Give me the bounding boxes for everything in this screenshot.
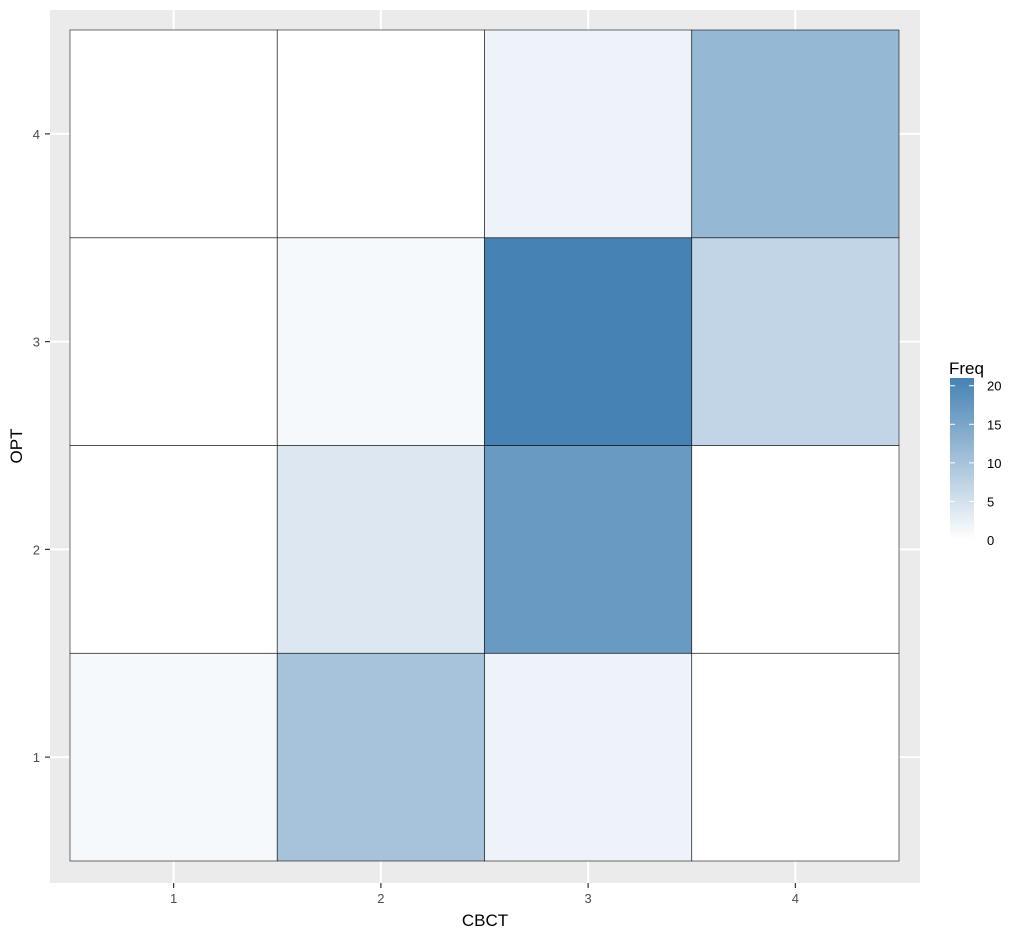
x-tick-label: 4 xyxy=(792,891,799,906)
heatmap-cell xyxy=(484,445,693,654)
legend-tick-label: 20 xyxy=(987,379,1001,394)
x-tick-label: 1 xyxy=(170,891,177,906)
y-tick-label: 4 xyxy=(33,127,40,142)
legend: Freq 0 5 10 15 20 xyxy=(949,359,1001,548)
x-axis-title: CBCT xyxy=(462,911,508,930)
heatmap-cell xyxy=(276,445,485,654)
legend-tick-label: 5 xyxy=(987,494,994,509)
heatmap-cells xyxy=(69,29,900,862)
legend-tick-label: 10 xyxy=(987,456,1001,471)
heatmap-cell xyxy=(276,652,485,862)
legend-tick-label: 15 xyxy=(987,417,1001,432)
y-axis-title: OPT xyxy=(7,429,26,464)
legend-labels: 0 5 10 15 20 xyxy=(987,379,1001,548)
y-tick-label: 1 xyxy=(33,750,40,765)
x-axis-tick-labels: 1 2 3 4 xyxy=(170,891,799,906)
y-tick-label: 3 xyxy=(33,335,40,350)
heatmap-cell xyxy=(691,237,900,446)
legend-colorbar xyxy=(950,378,974,540)
heatmap-cell xyxy=(69,445,278,654)
x-tick-label: 3 xyxy=(585,891,592,906)
legend-ticks xyxy=(950,385,974,541)
heatmap-cell xyxy=(691,445,900,654)
heatmap-cell xyxy=(691,652,900,862)
y-axis-tick-labels: 1 2 3 4 xyxy=(33,127,40,765)
y-tick-label: 2 xyxy=(33,542,40,557)
heatmap-cell xyxy=(276,29,485,239)
x-axis-ticks xyxy=(173,883,796,888)
heatmap-cell xyxy=(69,29,278,239)
heatmap-cell xyxy=(69,237,278,446)
heatmap-cell xyxy=(691,29,900,239)
legend-tick-label: 0 xyxy=(987,533,994,548)
y-axis-ticks xyxy=(45,133,50,758)
heatmap-cell xyxy=(484,237,693,446)
heatmap-cell xyxy=(276,237,485,446)
heatmap-cell xyxy=(69,652,278,862)
legend-title: Freq xyxy=(949,359,984,378)
x-tick-label: 2 xyxy=(377,891,384,906)
heatmap-cell xyxy=(484,29,693,239)
heatmap-cell xyxy=(484,652,693,862)
